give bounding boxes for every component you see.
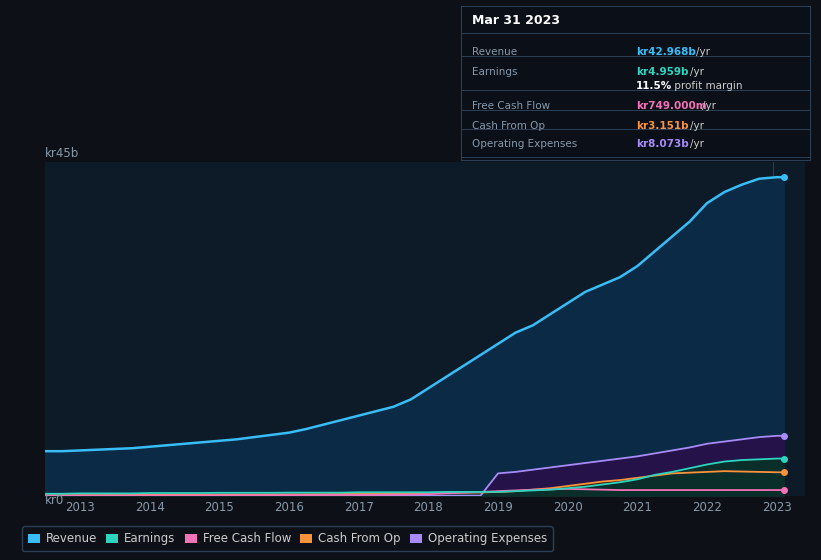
Text: Operating Expenses: Operating Expenses <box>472 139 577 149</box>
Text: Cash From Op: Cash From Op <box>472 121 545 130</box>
Text: kr3.151b: kr3.151b <box>636 121 689 130</box>
Text: kr45b: kr45b <box>45 147 80 160</box>
Text: kr42.968b: kr42.968b <box>636 47 695 57</box>
Text: kr0: kr0 <box>45 494 64 507</box>
Text: 11.5%: 11.5% <box>636 81 672 91</box>
Legend: Revenue, Earnings, Free Cash Flow, Cash From Op, Operating Expenses: Revenue, Earnings, Free Cash Flow, Cash … <box>22 526 553 551</box>
Text: profit margin: profit margin <box>671 81 742 91</box>
Text: kr8.073b: kr8.073b <box>636 139 689 149</box>
Text: /yr: /yr <box>690 139 704 149</box>
Text: kr4.959b: kr4.959b <box>636 67 688 77</box>
Text: /yr: /yr <box>690 121 704 130</box>
Text: kr749.000m: kr749.000m <box>636 101 707 111</box>
Text: /yr: /yr <box>690 67 704 77</box>
Text: Free Cash Flow: Free Cash Flow <box>472 101 550 111</box>
Text: /yr: /yr <box>696 47 710 57</box>
Text: /yr: /yr <box>702 101 716 111</box>
Text: Earnings: Earnings <box>472 67 517 77</box>
Text: Revenue: Revenue <box>472 47 517 57</box>
Text: Mar 31 2023: Mar 31 2023 <box>472 15 560 27</box>
